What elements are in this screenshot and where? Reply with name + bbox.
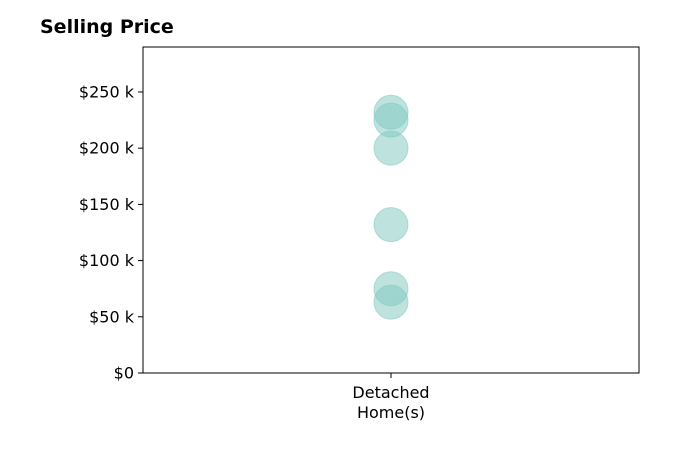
data-points bbox=[373, 94, 409, 320]
x-axis: Detached Home(s) bbox=[352, 373, 430, 422]
y-tick-label: $100 k bbox=[79, 251, 135, 270]
data-point bbox=[373, 284, 409, 320]
y-tick-label: $0 bbox=[114, 364, 134, 383]
y-tick-label: $200 k bbox=[79, 139, 135, 158]
x-tick-label: Detached Home(s) bbox=[352, 383, 429, 422]
y-tick-label: $150 k bbox=[79, 195, 135, 214]
y-tick-label: $50 k bbox=[89, 307, 135, 326]
y-tick-label: $250 k bbox=[79, 82, 135, 101]
y-axis: $0 $50 k $100 k $150 k $200 k $250 k bbox=[79, 82, 143, 383]
data-point bbox=[373, 207, 409, 243]
data-point bbox=[373, 130, 409, 166]
chart-title: Selling Price bbox=[40, 16, 174, 38]
